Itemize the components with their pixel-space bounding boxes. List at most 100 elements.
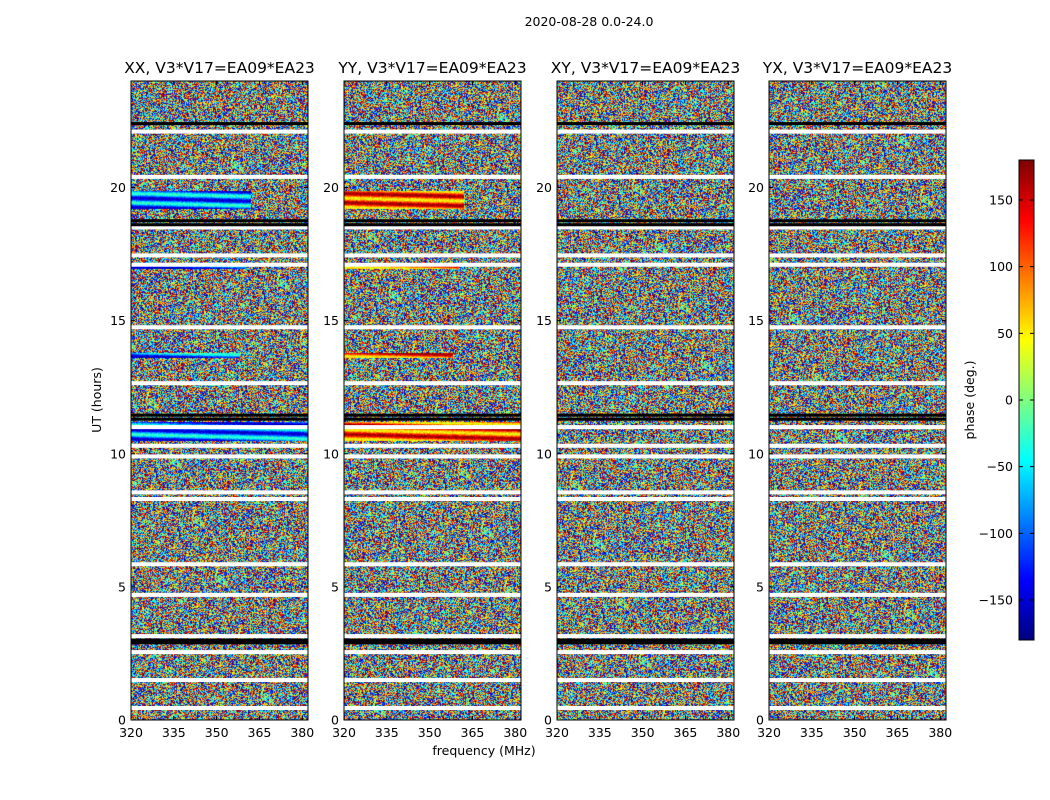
flagged-row xyxy=(131,454,308,459)
y-tick-label: 0 xyxy=(118,713,126,728)
flagged-row xyxy=(344,225,521,230)
phase-heatmap xyxy=(557,81,734,720)
flagged-row xyxy=(344,219,521,223)
flagged-row xyxy=(557,592,734,597)
y-tick-label: 0 xyxy=(331,713,339,728)
flagged-row xyxy=(769,253,946,258)
flagged-row xyxy=(131,706,308,711)
colorbar-tick-label: −100 xyxy=(979,526,1013,541)
panel-frame xyxy=(130,80,309,721)
y-tick-label: 20 xyxy=(110,180,126,195)
flagged-row xyxy=(557,253,734,258)
x-axis-label: frequency (MHz) xyxy=(432,743,535,758)
x-tick-label: 380 xyxy=(290,725,314,740)
panel-title: YY, V3*V17=EA09*EA23 xyxy=(337,59,526,77)
y-tick-label: 10 xyxy=(748,446,764,461)
flagged-row xyxy=(131,122,308,126)
flagged-row xyxy=(557,223,734,227)
x-tick-label: 335 xyxy=(375,725,399,740)
flagged-row xyxy=(344,413,521,417)
flagged-row xyxy=(344,490,521,495)
x-tick-label: 335 xyxy=(588,725,612,740)
flagged-row xyxy=(557,381,734,386)
flagged-row xyxy=(344,122,521,126)
x-tick-label: 335 xyxy=(162,725,186,740)
flagged-row xyxy=(769,174,946,179)
flagged-row xyxy=(769,122,946,126)
flagged-row xyxy=(557,454,734,459)
flagged-row xyxy=(769,490,946,495)
flagged-row xyxy=(557,129,734,134)
panel-xy: XY, V3*V17=EA09*EA23 320 335 350 365 380 0 5 10 1… xyxy=(536,59,740,740)
x-tick-label: 380 xyxy=(716,725,740,740)
panel-title: XY, V3*V17=EA09*EA23 xyxy=(551,59,740,77)
panel-xx: XX, V3*V17=EA09*EA23 320 335 350 365 380 0 5 10 1… xyxy=(110,59,315,740)
y-tick-label: 0 xyxy=(544,713,552,728)
y-tick-label: 5 xyxy=(118,579,126,594)
flagged-row xyxy=(557,562,734,567)
colorbar-tick-label: 50 xyxy=(997,326,1013,341)
flagged-row xyxy=(131,253,308,258)
y-tick-label: 5 xyxy=(756,579,764,594)
flagged-row xyxy=(769,706,946,711)
colorbar-tick-label: −150 xyxy=(979,593,1013,608)
flagged-row xyxy=(557,443,734,448)
colorbar-tick-label: 100 xyxy=(989,259,1013,274)
y-tick-label: 15 xyxy=(110,313,126,328)
flagged-row xyxy=(131,497,308,502)
flagged-row xyxy=(344,634,521,639)
colorbar-tick-label: 150 xyxy=(989,193,1013,208)
flagged-row xyxy=(557,638,734,642)
flagged-row xyxy=(769,497,946,502)
flagged-row xyxy=(769,425,946,430)
x-tick-label: 350 xyxy=(418,725,442,740)
panel-frame xyxy=(768,80,947,721)
figure-suptitle: 2020-08-28 0.0-24.0 xyxy=(525,14,654,29)
flagged-row xyxy=(131,381,308,386)
y-tick-label: 0 xyxy=(756,713,764,728)
flagged-row xyxy=(131,417,308,421)
flagged-row xyxy=(131,325,308,330)
y-tick-label: 5 xyxy=(331,579,339,594)
x-tick-label: 365 xyxy=(674,725,698,740)
flagged-row xyxy=(131,425,308,430)
x-tick-label: 365 xyxy=(886,725,910,740)
flagged-row xyxy=(131,174,308,179)
flagged-row xyxy=(344,678,521,683)
flagged-row xyxy=(557,413,734,417)
flagged-row xyxy=(131,223,308,227)
flagged-row xyxy=(344,592,521,597)
flagged-row xyxy=(769,454,946,459)
flagged-row xyxy=(344,381,521,386)
flagged-row xyxy=(769,634,946,639)
flagged-row xyxy=(769,381,946,386)
flagged-row xyxy=(769,678,946,683)
y-tick-label: 15 xyxy=(323,313,339,328)
panel-title: XX, V3*V17=EA09*EA23 xyxy=(124,59,315,77)
y-tick-label: 10 xyxy=(536,446,552,461)
flagged-row xyxy=(344,641,521,645)
x-tick-label: 335 xyxy=(800,725,824,740)
flagged-row xyxy=(131,650,308,655)
phase-heatmap xyxy=(769,81,946,720)
flagged-row xyxy=(131,443,308,448)
flagged-row xyxy=(769,223,946,227)
flagged-row xyxy=(131,262,308,267)
flagged-row xyxy=(344,223,521,227)
phase-heatmap xyxy=(131,81,308,720)
flagged-row xyxy=(557,262,734,267)
flagged-row xyxy=(344,174,521,179)
flagged-row xyxy=(131,490,308,495)
flagged-row xyxy=(557,219,734,223)
panel-yy: YY, V3*V17=EA09*EA23 320 335 350 365 380 0 5 10 1… xyxy=(323,59,527,740)
flagged-row xyxy=(131,638,308,642)
flagged-row xyxy=(131,592,308,597)
y-tick-label: 20 xyxy=(536,180,552,195)
y-tick-label: 20 xyxy=(748,180,764,195)
x-tick-label: 320 xyxy=(332,725,356,740)
flagged-row xyxy=(557,641,734,645)
y-tick-label: 15 xyxy=(748,313,764,328)
flagged-row xyxy=(344,454,521,459)
x-tick-label: 350 xyxy=(631,725,655,740)
